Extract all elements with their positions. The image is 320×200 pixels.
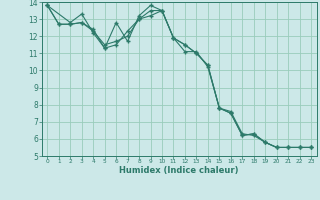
X-axis label: Humidex (Indice chaleur): Humidex (Indice chaleur) — [119, 166, 239, 175]
